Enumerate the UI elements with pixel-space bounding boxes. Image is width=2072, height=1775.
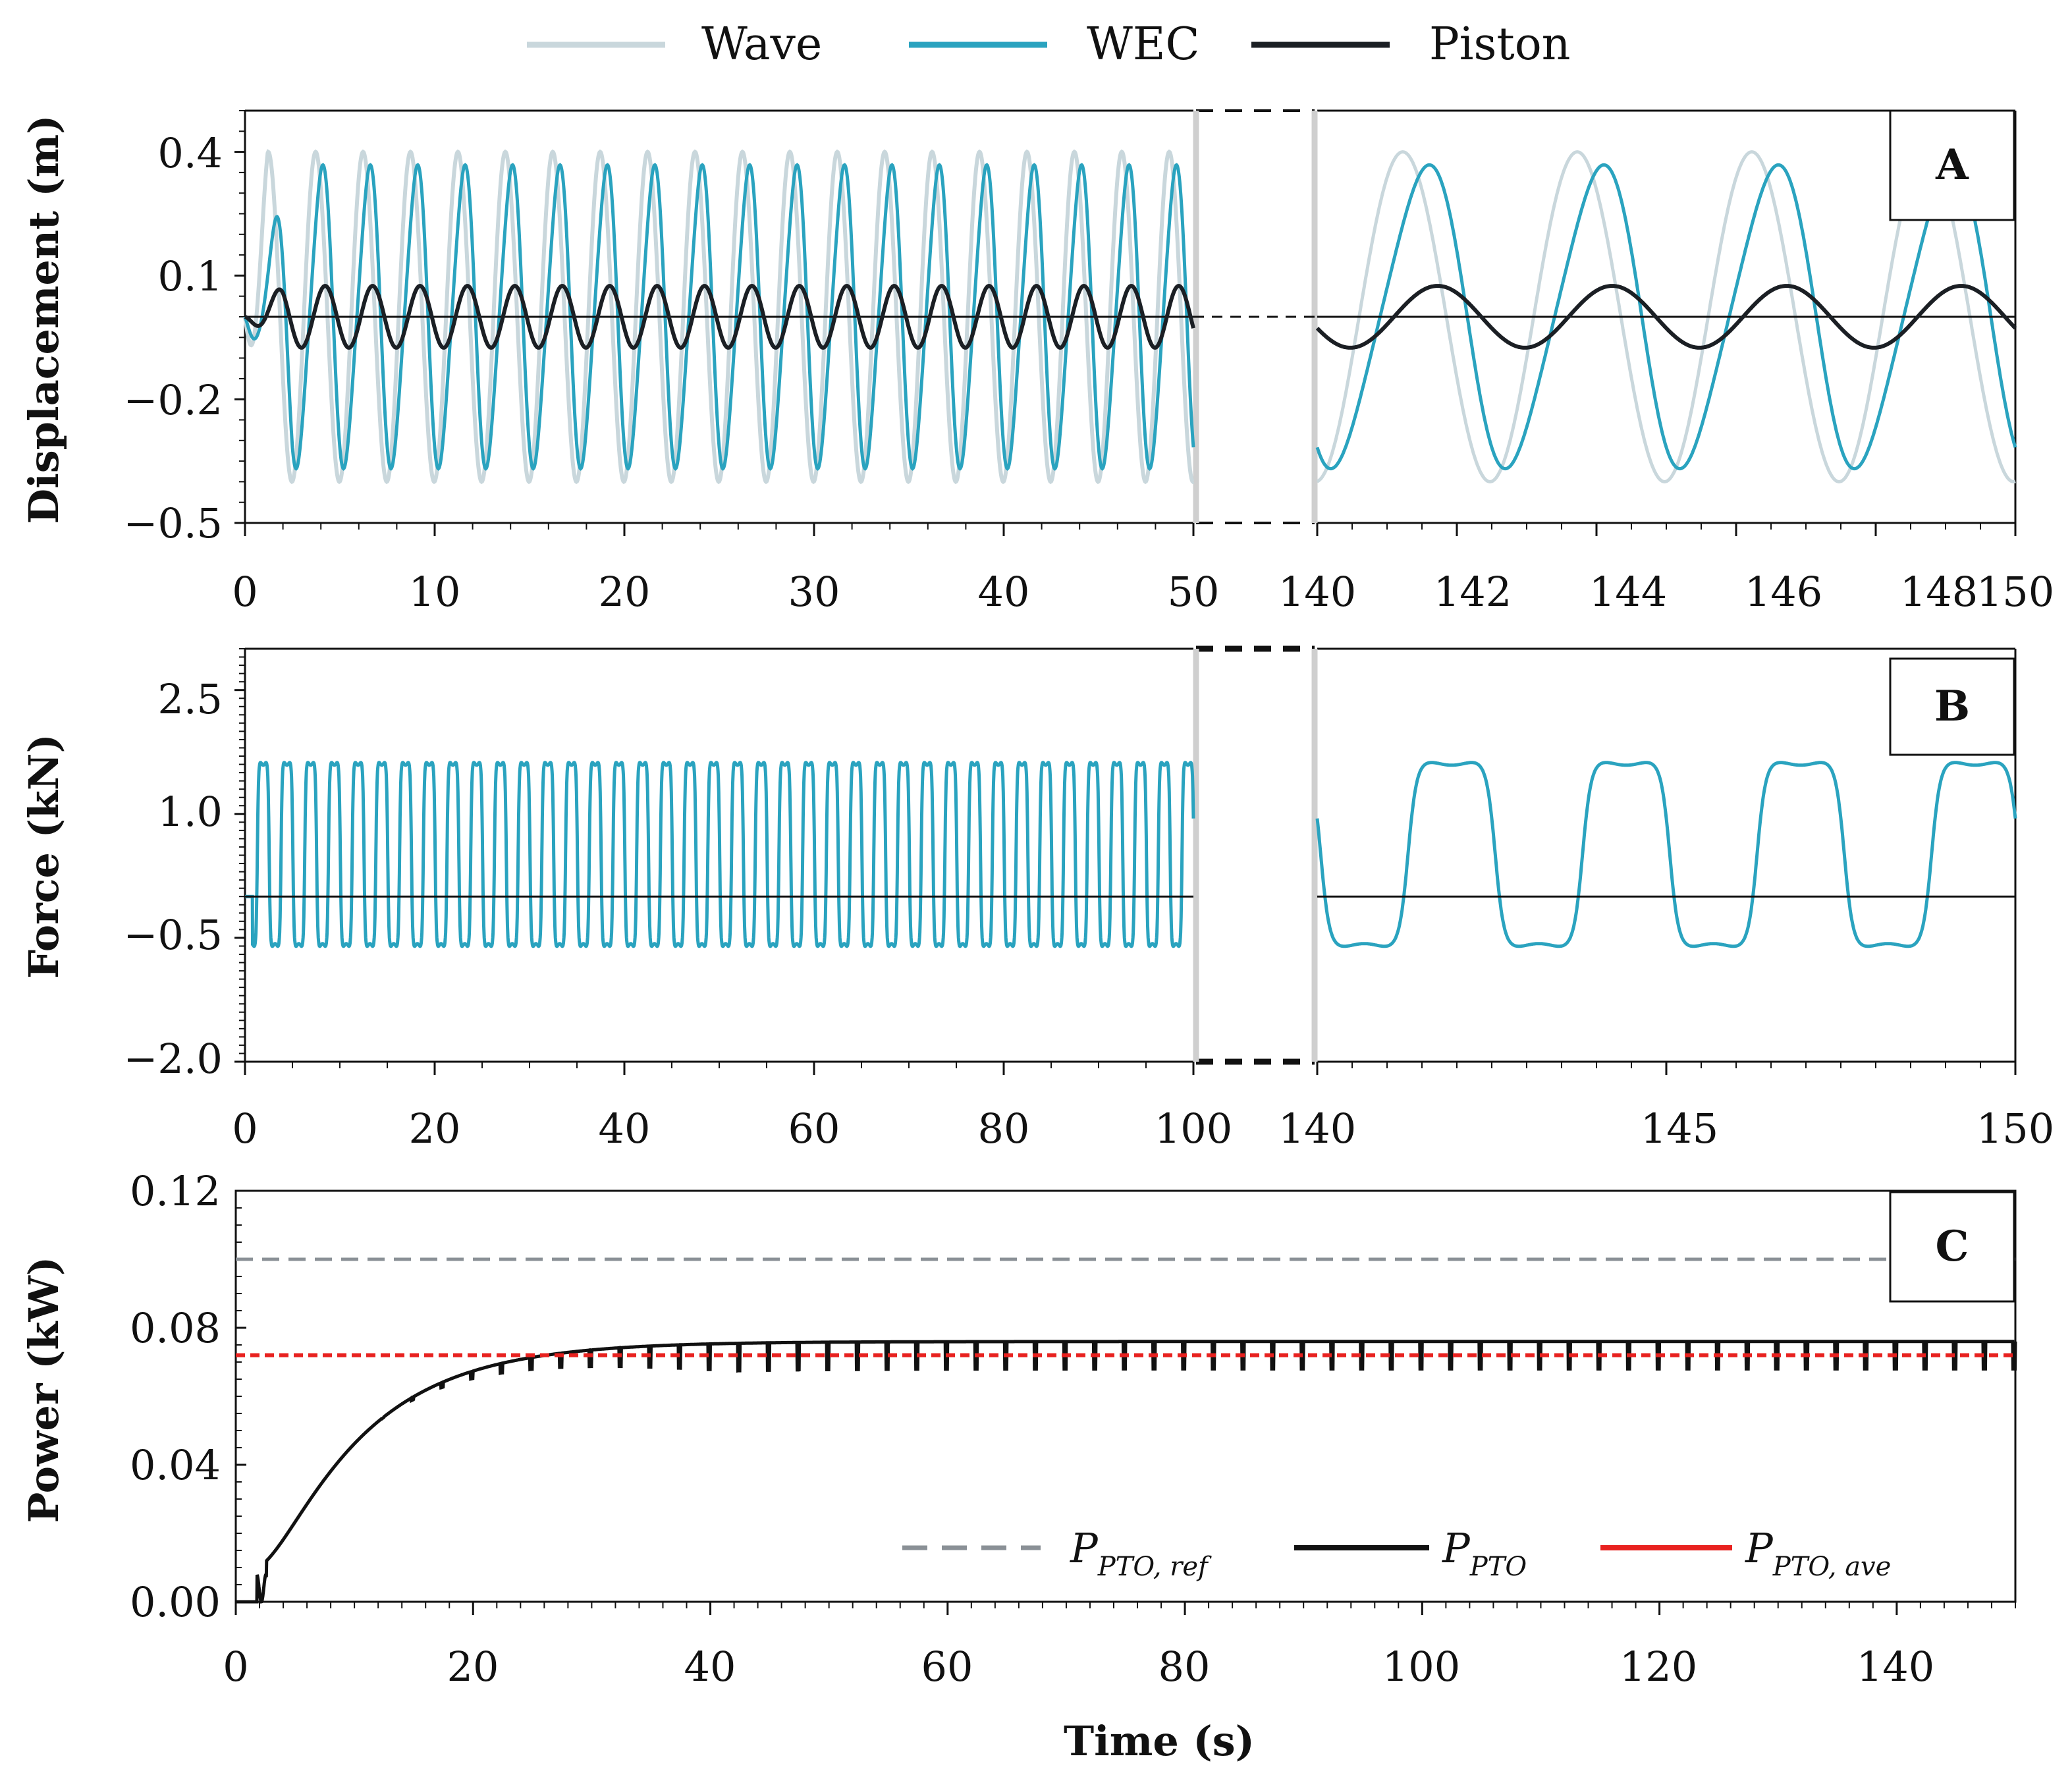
panel-a-xtick-label: 148 (1900, 568, 1978, 616)
panel-c-xtick-label: 120 (1620, 1643, 1697, 1691)
panel-b-ytick-label: −0.5 (123, 911, 223, 959)
panel-a-xtick-label: 142 (1434, 568, 1512, 616)
panel-b-xtick-label: 40 (599, 1105, 651, 1153)
panel-a-label: A (1935, 140, 1969, 190)
panel-b-right-x-ticks: 140 145 150 (1278, 1105, 2054, 1153)
panel-a-xtick-label: 50 (1168, 568, 1220, 616)
panel-a-left-x-ticks: 0 10 20 30 40 50 (232, 568, 1219, 616)
panel-a-xtick-label: 10 (409, 568, 461, 616)
panel-c-label-box: C (1889, 1191, 2015, 1303)
panel-a-xtick-label: 20 (599, 568, 651, 616)
legend-item-pref: PPTO, ref (902, 1524, 1212, 1582)
panel-c-ytick-label: 0.08 (130, 1304, 221, 1352)
panel-b-xtick-label: 80 (978, 1105, 1030, 1153)
panel-c-label: C (1936, 1222, 1969, 1271)
top-legend: Wave WEC Piston (527, 18, 1570, 70)
legend-item-wec: WEC (909, 18, 1200, 70)
legend-label-pref: PPTO, ref (1070, 1524, 1212, 1582)
plot-layer (234, 109, 2017, 1615)
panel-a-ytick-label: 0.4 (157, 129, 223, 177)
panel-a-y-ticks: 0.4 0.1 −0.2 −0.5 (123, 129, 223, 547)
panel-a-ytick-label: −0.2 (123, 376, 223, 424)
legend-item-ppto: PPTO (1294, 1524, 1527, 1582)
panel-b-xtick-label: 100 (1155, 1105, 1232, 1153)
panel-a-xtick-label: 30 (788, 568, 840, 616)
panel-a-label-box: A (1889, 109, 2015, 221)
panel-c-y-ticks: 0.00 0.04 0.08 0.12 (130, 1167, 221, 1626)
panel-c-xtick-label: 80 (1159, 1643, 1211, 1691)
panel-a-ylabel: Displacement (m) (20, 115, 68, 524)
series-wave-left (243, 149, 1195, 485)
panel-c-xtick-label: 40 (684, 1643, 736, 1691)
series-force-right (1315, 761, 2017, 948)
x-axis-title: Time (s) (1064, 1717, 1255, 1765)
series-wave-right (1317, 150, 2016, 483)
bottom-legend: PPTO, ref PPTO PPTO, ave (902, 1524, 1891, 1582)
legend-label-ppto: PPTO (1442, 1524, 1527, 1582)
panel-c-ytick-label: 0.12 (130, 1167, 221, 1215)
panel-a-right-x-ticks: 140 142 144 146 148 150 (1278, 568, 2054, 616)
panel-b-ylabel: Force (kN) (20, 734, 68, 979)
panel-b-xtick-label: 20 (409, 1105, 461, 1153)
panel-a-xtick-label: 144 (1589, 568, 1667, 616)
panel-c-xtick-label: 100 (1382, 1643, 1460, 1691)
panel-c-xtick-label: 140 (1857, 1643, 1934, 1691)
panel-a-ytick-label: −0.5 (123, 499, 223, 547)
panel-b-ytick-label: 1.0 (157, 788, 223, 836)
legend-item-piston: Piston (1251, 18, 1570, 70)
legend-label-wec: WEC (1087, 18, 1200, 70)
legend-label-piston: Piston (1429, 18, 1570, 70)
panel-c-xtick-label: 0 (223, 1643, 248, 1691)
series-force-left (245, 761, 1195, 948)
legend-label-wave: Wave (701, 18, 822, 70)
panel-c: Power (kW) 0.00 0.04 0.08 0.12 0 20 40 6… (20, 1167, 1934, 1765)
panel-b-xtick-label: 60 (788, 1105, 840, 1153)
panel-b: Force (kN) 2.5 1.0 −0.5 −2.0 0 20 40 60 … (20, 675, 2054, 1153)
panel-c-xtick-label: 20 (447, 1643, 499, 1691)
panel-b-xtick-label: 0 (232, 1105, 258, 1153)
panel-b-ytick-label: 2.5 (157, 675, 223, 723)
panel-a-ytick-label: 0.1 (157, 252, 223, 300)
panel-a-xtick-label: 0 (232, 568, 258, 616)
legend-item-pave: PPTO, ave (1600, 1524, 1891, 1582)
panel-b-label-box: B (1889, 657, 2015, 756)
legend-label-pave: PPTO, ave (1745, 1524, 1891, 1582)
panel-a-xtick-label: 146 (1745, 568, 1822, 616)
panel-c-xtick-label: 60 (921, 1643, 973, 1691)
panel-a-xtick-label: 40 (978, 568, 1030, 616)
panel-b-xtick-label: 150 (1977, 1105, 2054, 1153)
panel-a-xtick-label: 150 (1977, 568, 2054, 616)
panel-a: Displacement (m) 0.4 0.1 −0.2 −0.5 0 10 … (20, 115, 2054, 616)
series-piston-left (244, 284, 1195, 350)
legend-item-wave: Wave (527, 18, 822, 70)
panel-b-label: B (1934, 682, 1970, 731)
series-ppto (236, 1340, 2017, 1604)
panel-b-y-ticks: 2.5 1.0 −0.5 −2.0 (123, 675, 223, 1083)
panel-b-xtick-label: 145 (1641, 1105, 1718, 1153)
panel-b-ytick-label: −2.0 (123, 1035, 223, 1083)
panel-c-x-ticks: 0 20 40 60 80 100 120 140 (223, 1643, 1934, 1691)
panel-b-left-x-ticks: 0 20 40 60 80 100 (232, 1105, 1232, 1153)
panel-a-xtick-label: 140 (1278, 568, 1356, 616)
series-piston-right (1315, 284, 2017, 350)
panel-c-ylabel: Power (kW) (20, 1257, 68, 1523)
panel-c-ytick-label: 0.00 (130, 1578, 221, 1626)
panel-c-ytick-label: 0.04 (130, 1441, 221, 1489)
panel-b-xtick-label: 140 (1278, 1105, 1356, 1153)
